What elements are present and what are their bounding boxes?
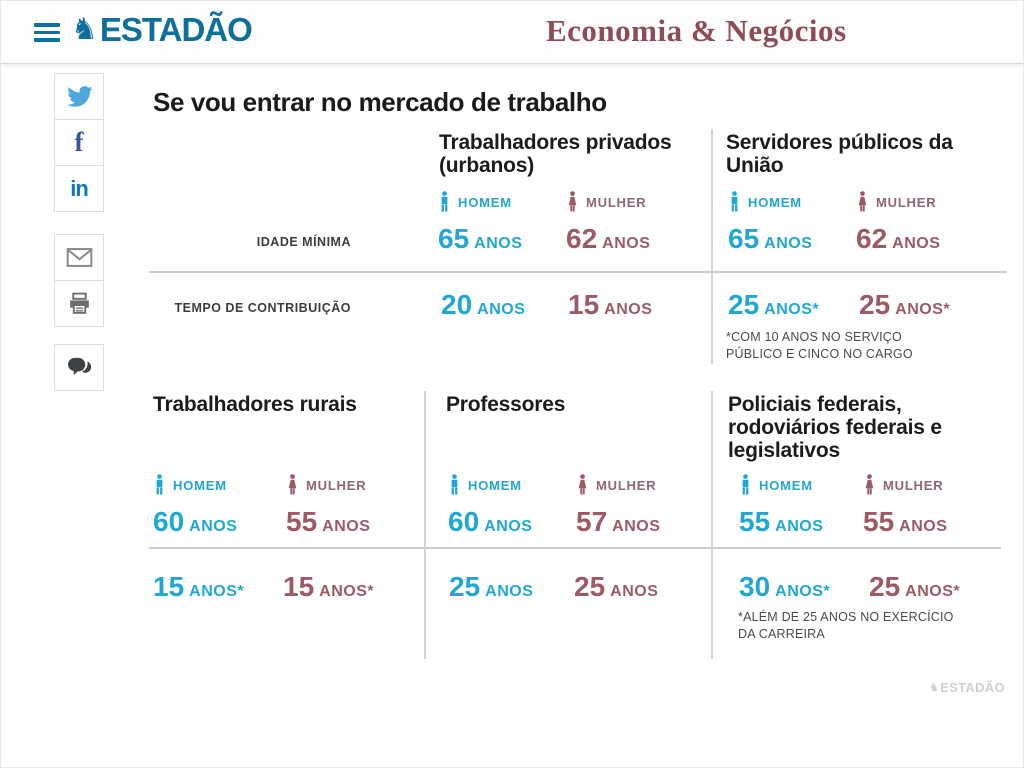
menu-icon[interactable]	[34, 23, 60, 42]
email-icon	[66, 248, 92, 267]
facebook-icon: f	[74, 127, 84, 157]
homem-person-icon	[156, 474, 163, 495]
divider	[149, 547, 1001, 549]
section-title-policiais: Policiais federais, rodoviários federais…	[728, 393, 942, 463]
mulher-chip: MULHER	[576, 474, 656, 495]
infographic-title: Se vou entrar no mercado de trabalho	[153, 87, 607, 117]
watermark-text: ESTADÃO	[940, 680, 1005, 695]
contrib-privados-mulher: 15 ANOS	[568, 289, 653, 320]
idade-rurais-mulher: 55 ANOS	[286, 506, 371, 537]
twitter-icon	[66, 86, 92, 107]
contrib-policiais-homem: 30 ANOS*	[739, 571, 831, 602]
section-title-rurais: Trabalhadores rurais	[153, 393, 357, 416]
contrib-rurais-mulher: 15 ANOS*	[283, 571, 375, 602]
idade-policiais-homem: 55 ANOS	[739, 506, 824, 537]
mulher-person-icon	[578, 474, 587, 495]
comments-icon	[67, 357, 91, 376]
top-header: ♞ ESTADÃO Economia & Negócios	[1, 1, 1023, 64]
homem-label: HOMEM	[468, 478, 522, 493]
footnote-servidores: *COM 10 ANOS NO SERVIÇO PÚBLICO E CINCO …	[726, 330, 913, 361]
print-icon	[69, 292, 89, 314]
section-title-privados: Trabalhadores privados (urbanos)	[439, 131, 672, 178]
contrib-professores-mulher: 25 ANOS	[574, 571, 659, 602]
idade-professores-mulher: 57 ANOS	[576, 506, 661, 537]
channel-title[interactable]: Economia & Negócios	[546, 13, 847, 48]
contrib-rurais-homem: 15 ANOS*	[153, 571, 245, 602]
section-title-professores: Professores	[446, 393, 566, 416]
divider	[424, 391, 426, 659]
horseman-icon: ♞	[929, 681, 940, 694]
comments-button[interactable]	[54, 344, 104, 391]
mulher-chip: MULHER	[863, 474, 943, 495]
mulher-label: MULHER	[883, 478, 944, 493]
contrib-servidores-mulher: 25 ANOS*	[859, 289, 951, 320]
homem-person-icon	[731, 191, 738, 212]
share-facebook-button[interactable]: f	[54, 119, 104, 166]
homem-label: HOMEM	[759, 478, 813, 493]
idade-policiais-mulher: 55 ANOS	[863, 506, 948, 537]
logo-text: ESTADÃO	[99, 11, 253, 48]
contrib-policiais-mulher: 25 ANOS*	[869, 571, 961, 602]
idade-privados-mulher: 62 ANOS	[566, 223, 651, 254]
idade-rurais-homem: 60 ANOS	[153, 506, 238, 537]
homem-label: HOMEM	[173, 478, 227, 493]
mulher-chip: MULHER	[856, 191, 936, 212]
homem-label: HOMEM	[458, 195, 512, 210]
share-linkedin-button[interactable]: in	[54, 165, 104, 212]
share-twitter-button[interactable]	[54, 73, 104, 120]
homem-person-icon	[441, 191, 448, 212]
contrib-servidores-homem: 25 ANOS*	[728, 289, 820, 320]
share-print-button[interactable]	[54, 280, 104, 327]
homem-chip: HOMEM	[728, 191, 802, 212]
share-email-button[interactable]	[54, 234, 104, 281]
divider	[711, 391, 713, 659]
share-group-social: f in	[54, 73, 104, 212]
mulher-chip: MULHER	[566, 191, 646, 212]
row-label-idade-minima: IDADE MÍNIMA	[256, 235, 351, 249]
row-label-tempo-contribuicao: TEMPO DE CONTRIBUIÇÃO	[174, 301, 351, 315]
homem-chip: HOMEM	[448, 474, 522, 495]
homem-chip: HOMEM	[739, 474, 813, 495]
mulher-label: MULHER	[596, 478, 657, 493]
mulher-label: MULHER	[586, 195, 647, 210]
homem-person-icon	[451, 474, 458, 495]
homem-person-icon	[742, 474, 749, 495]
mulher-label: MULHER	[876, 195, 937, 210]
idade-professores-homem: 60 ANOS	[448, 506, 533, 537]
footnote-policiais: *ALÉM DE 25 ANOS NO EXERCÍCIO DA CARREIR…	[738, 610, 954, 641]
section-title-servidores: Servidores públicos da União	[726, 131, 953, 178]
mulher-person-icon	[865, 474, 874, 495]
mulher-chip: MULHER	[286, 474, 366, 495]
contrib-professores-homem: 25 ANOS	[449, 571, 534, 602]
estadao-watermark: ♞ ESTADÃO	[929, 680, 1005, 695]
mulher-person-icon	[568, 191, 577, 212]
homem-chip: HOMEM	[438, 191, 512, 212]
idade-servidores-mulher: 62 ANOS	[856, 223, 941, 254]
idade-servidores-homem: 65 ANOS	[728, 223, 813, 254]
share-group-comments	[54, 344, 104, 391]
share-group-tools	[54, 234, 104, 327]
contrib-privados-homem: 20 ANOS	[441, 289, 526, 320]
idade-privados-homem: 65 ANOS	[438, 223, 523, 254]
estadao-logo[interactable]: ♞ ESTADÃO	[71, 11, 253, 49]
mulher-label: MULHER	[306, 478, 367, 493]
homem-chip: HOMEM	[153, 474, 227, 495]
homem-label: HOMEM	[748, 195, 802, 210]
divider	[149, 271, 1007, 273]
divider	[711, 129, 713, 364]
mulher-person-icon	[288, 474, 297, 495]
mulher-person-icon	[858, 191, 867, 212]
horseman-icon: ♞	[71, 12, 98, 47]
linkedin-icon: in	[70, 175, 89, 201]
